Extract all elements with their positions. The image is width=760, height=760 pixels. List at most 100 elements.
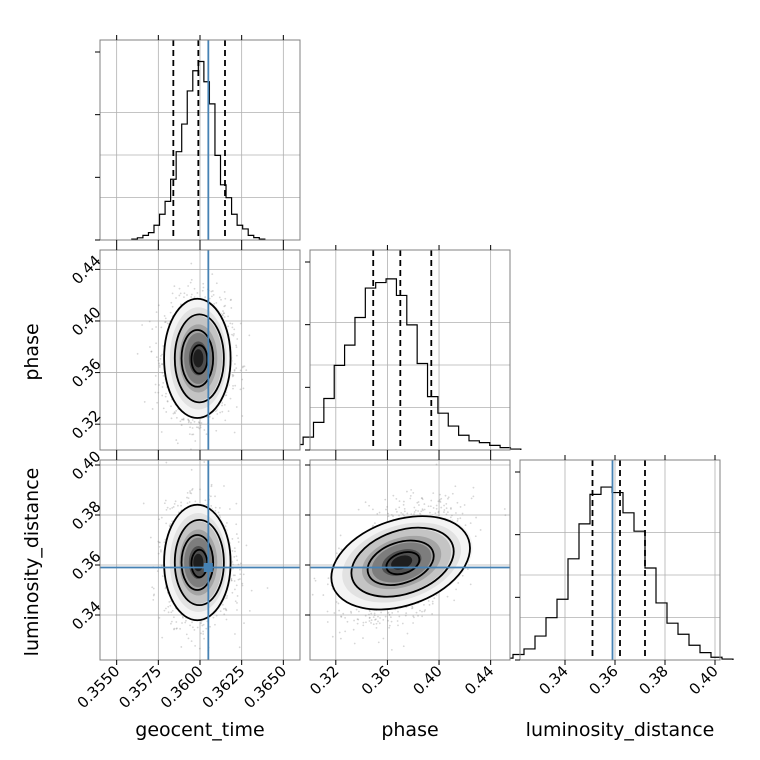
sample-point bbox=[386, 506, 389, 508]
x-tick-label-geocent-time: 0.3550 bbox=[74, 662, 124, 712]
sample-point bbox=[445, 503, 448, 505]
sample-point bbox=[373, 614, 376, 617]
sample-point bbox=[232, 334, 235, 337]
sample-point bbox=[233, 431, 236, 434]
sample-point bbox=[220, 298, 222, 301]
sample-point bbox=[193, 420, 196, 423]
sample-point bbox=[198, 422, 201, 424]
contour-line-3 bbox=[190, 344, 209, 375]
sample-point bbox=[196, 292, 199, 294]
sample-point bbox=[420, 510, 423, 513]
sample-point bbox=[205, 433, 208, 436]
sample-point bbox=[440, 506, 443, 509]
contour-line-1 bbox=[173, 518, 225, 607]
sample-point bbox=[164, 321, 166, 324]
sample-point bbox=[170, 620, 173, 623]
sample-point bbox=[187, 419, 190, 422]
sample-point bbox=[241, 582, 244, 585]
sample-point bbox=[185, 633, 188, 636]
sample-point bbox=[156, 401, 159, 404]
sample-point bbox=[194, 440, 197, 442]
sample-point bbox=[375, 626, 378, 629]
sample-point bbox=[417, 501, 420, 503]
sample-point bbox=[170, 622, 172, 625]
sample-point bbox=[421, 615, 424, 618]
sample-point bbox=[447, 497, 449, 500]
sample-point bbox=[392, 494, 395, 497]
sample-point bbox=[188, 420, 191, 422]
x-tick-label-geocent-time: 0.3625 bbox=[199, 662, 249, 712]
sample-point bbox=[173, 502, 176, 505]
sample-point bbox=[155, 311, 158, 314]
contour-line-2 bbox=[366, 539, 435, 586]
sample-point bbox=[372, 616, 375, 619]
sample-point bbox=[191, 621, 193, 624]
sample-point bbox=[158, 541, 160, 544]
sample-point bbox=[239, 562, 242, 565]
sample-point bbox=[171, 520, 174, 523]
sample-point bbox=[222, 608, 225, 610]
x-tick-label-luminosity-distance: 0.36 bbox=[585, 662, 621, 698]
sample-point bbox=[172, 506, 175, 508]
sample-point bbox=[235, 346, 238, 349]
sample-point bbox=[239, 568, 241, 571]
sample-point bbox=[136, 352, 139, 355]
sample-point bbox=[208, 415, 211, 418]
sample-point bbox=[234, 363, 236, 365]
panel-2d-phase-vs-geocent-time: 0.32 0.36 0.40 0.44 bbox=[68, 245, 301, 455]
sample-point bbox=[148, 320, 151, 323]
panel-frame bbox=[519, 459, 721, 661]
sample-point bbox=[168, 601, 171, 603]
x-tick-label-geocent-time: 0.3650 bbox=[240, 662, 290, 712]
sample-point bbox=[187, 421, 190, 424]
sample-point bbox=[429, 511, 431, 514]
sample-point bbox=[398, 500, 401, 503]
sample-point bbox=[155, 356, 158, 359]
sample-point bbox=[235, 584, 238, 587]
sample-point bbox=[428, 603, 431, 606]
sample-point bbox=[239, 388, 242, 391]
sample-point bbox=[205, 627, 208, 630]
sample-point bbox=[225, 394, 228, 397]
sample-point bbox=[388, 626, 391, 629]
sample-point bbox=[242, 387, 245, 390]
sample-point bbox=[331, 635, 334, 638]
sample-point bbox=[189, 426, 191, 429]
sample-point bbox=[225, 618, 228, 621]
sample-point bbox=[241, 584, 244, 587]
sample-point bbox=[340, 615, 343, 618]
sample-point bbox=[203, 637, 205, 640]
sample-point bbox=[382, 637, 385, 640]
sample-point bbox=[202, 282, 205, 285]
sample-point bbox=[175, 409, 178, 412]
sample-point bbox=[186, 491, 189, 494]
sample-point bbox=[233, 555, 236, 558]
sample-point bbox=[412, 491, 415, 494]
sample-point bbox=[241, 366, 244, 369]
sample-point bbox=[406, 490, 408, 493]
sample-point bbox=[368, 613, 370, 616]
sample-point bbox=[161, 386, 164, 388]
sample-point bbox=[210, 483, 213, 486]
sample-point bbox=[421, 498, 424, 501]
sample-point bbox=[162, 345, 165, 347]
sample-point bbox=[157, 391, 160, 394]
sample-point bbox=[232, 384, 234, 387]
sample-point bbox=[182, 417, 185, 420]
sample-point bbox=[322, 594, 325, 596]
sample-point bbox=[365, 621, 367, 624]
sample-point bbox=[163, 315, 166, 317]
sample-point bbox=[409, 497, 412, 500]
y-tick-label-luminosity-distance: 0.34 bbox=[68, 597, 104, 633]
sample-point bbox=[195, 426, 198, 429]
sample-point bbox=[456, 517, 459, 520]
sample-point bbox=[223, 291, 226, 293]
sample-point bbox=[437, 500, 440, 503]
x-tick-label-luminosity-distance: 0.40 bbox=[685, 662, 721, 698]
sample-point bbox=[374, 618, 376, 621]
sample-point bbox=[228, 508, 231, 510]
sample-point bbox=[400, 511, 403, 514]
sample-point bbox=[175, 439, 178, 441]
xlabel-geocent-time: geocent_time bbox=[135, 719, 264, 741]
